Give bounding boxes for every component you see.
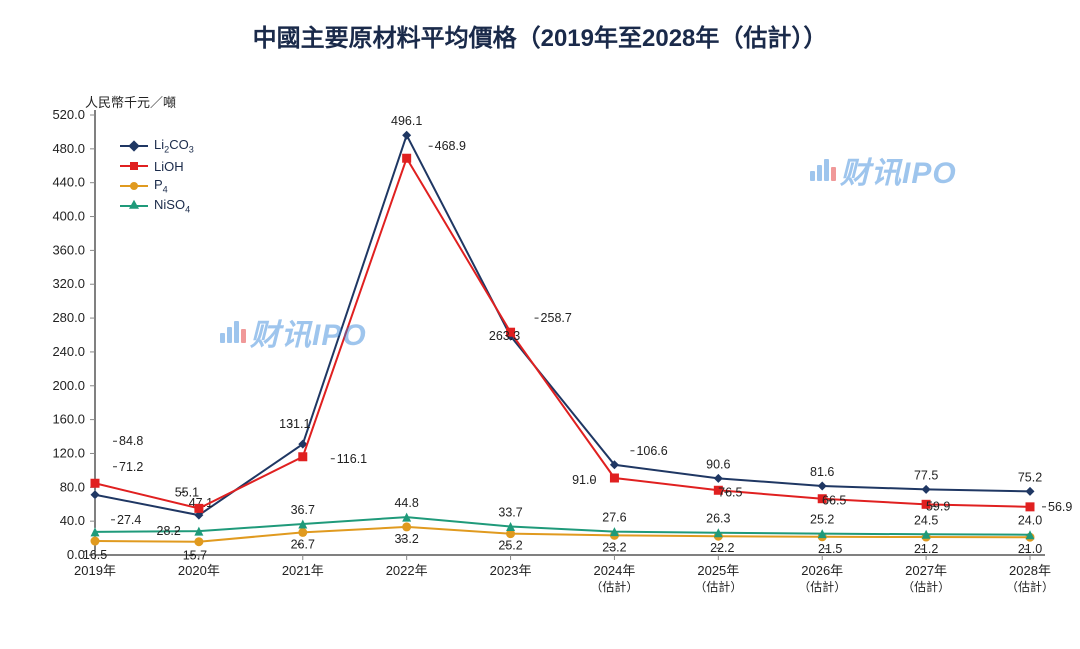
svg-text:33.7: 33.7 [498, 505, 522, 519]
chart-container: 中國主要原材料平均價格（2019年至2028年（估計）） 人民幣千元／噸 0.0… [0, 0, 1080, 649]
svg-text:240.0: 240.0 [52, 344, 85, 359]
legend-label: NiSO4 [154, 197, 190, 215]
legend-item: Li2CO3 [120, 136, 194, 156]
svg-text:263.3: 263.3 [489, 329, 520, 343]
chart-plot: 0.040.080.0120.0160.0200.0240.0280.0320.… [0, 0, 1080, 649]
svg-text:360.0: 360.0 [52, 242, 85, 257]
svg-text:（估計）: （估計） [902, 579, 950, 594]
svg-text:24.5: 24.5 [914, 513, 938, 527]
svg-text:44.8: 44.8 [394, 496, 418, 510]
svg-text:2024年: 2024年 [593, 563, 635, 578]
svg-text:22.2: 22.2 [710, 541, 734, 555]
svg-text:200.0: 200.0 [52, 378, 85, 393]
svg-text:75.2: 75.2 [1018, 470, 1042, 484]
legend-item: P4 [120, 176, 194, 196]
svg-text:2027年: 2027年 [905, 563, 947, 578]
svg-text:77.5: 77.5 [914, 468, 938, 482]
svg-text:84.8: 84.8 [119, 434, 143, 448]
svg-text:25.2: 25.2 [498, 539, 522, 553]
svg-text:36.7: 36.7 [291, 503, 315, 517]
watermark: 财讯IPO [810, 148, 957, 192]
svg-text:21.0: 21.0 [1018, 542, 1042, 556]
svg-text:27.6: 27.6 [602, 511, 626, 525]
svg-text:2023年: 2023年 [490, 563, 532, 578]
svg-text:120.0: 120.0 [52, 445, 85, 460]
svg-text:91.0: 91.0 [572, 473, 596, 487]
svg-text:2020年: 2020年 [178, 563, 220, 578]
svg-text:（估計）: （估計） [1006, 579, 1054, 594]
watermark: 财讯IPO [220, 310, 367, 354]
svg-text:21.5: 21.5 [818, 542, 842, 556]
svg-text:71.2: 71.2 [119, 460, 143, 474]
svg-text:2019年: 2019年 [74, 563, 116, 578]
svg-text:40.0: 40.0 [60, 513, 85, 528]
svg-text:258.7: 258.7 [541, 311, 572, 325]
svg-text:280.0: 280.0 [52, 310, 85, 325]
svg-text:320.0: 320.0 [52, 276, 85, 291]
svg-text:（估計）: （估計） [694, 579, 742, 594]
svg-text:400.0: 400.0 [52, 209, 85, 224]
svg-text:33.2: 33.2 [394, 532, 418, 546]
svg-text:56.9: 56.9 [1048, 500, 1072, 514]
legend-item: NiSO4 [120, 196, 194, 216]
svg-text:2022年: 2022年 [386, 563, 428, 578]
svg-text:55.1: 55.1 [175, 485, 199, 499]
svg-text:27.4: 27.4 [117, 513, 141, 527]
svg-text:76.5: 76.5 [718, 485, 742, 499]
svg-text:131.1: 131.1 [279, 417, 310, 431]
svg-text:21.2: 21.2 [914, 542, 938, 556]
svg-text:116.1: 116.1 [337, 452, 367, 466]
svg-text:2025年: 2025年 [697, 563, 739, 578]
svg-text:26.7: 26.7 [291, 537, 315, 551]
svg-text:480.0: 480.0 [52, 141, 85, 156]
svg-text:15.7: 15.7 [183, 549, 207, 563]
svg-text:520.0: 520.0 [52, 107, 85, 122]
svg-text:80.0: 80.0 [60, 479, 85, 494]
svg-text:468.9: 468.9 [435, 139, 466, 153]
svg-text:106.6: 106.6 [636, 444, 667, 458]
legend-item: LiOH [120, 156, 194, 176]
svg-text:25.2: 25.2 [810, 513, 834, 527]
svg-text:28.2: 28.2 [157, 524, 181, 538]
svg-text:23.2: 23.2 [602, 540, 626, 554]
legend: Li2CO3 LiOH P4 NiSO4 [120, 136, 194, 216]
svg-text:（估計）: （估計） [798, 579, 846, 594]
svg-text:59.9: 59.9 [926, 499, 950, 513]
svg-text:2026年: 2026年 [801, 563, 843, 578]
svg-text:90.6: 90.6 [706, 457, 730, 471]
svg-text:（估計）: （估計） [590, 579, 638, 594]
svg-text:81.6: 81.6 [810, 465, 834, 479]
legend-label: LiOH [154, 159, 184, 174]
svg-text:66.5: 66.5 [822, 494, 846, 508]
legend-label: Li2CO3 [154, 137, 194, 155]
svg-text:496.1: 496.1 [391, 114, 422, 128]
svg-text:24.0: 24.0 [1018, 514, 1042, 528]
svg-text:2028年: 2028年 [1009, 563, 1051, 578]
svg-text:26.3: 26.3 [706, 512, 730, 526]
svg-text:16.5: 16.5 [83, 548, 107, 562]
svg-text:2021年: 2021年 [282, 563, 324, 578]
svg-text:440.0: 440.0 [52, 175, 85, 190]
svg-text:160.0: 160.0 [52, 412, 85, 427]
legend-label: P4 [154, 177, 168, 195]
